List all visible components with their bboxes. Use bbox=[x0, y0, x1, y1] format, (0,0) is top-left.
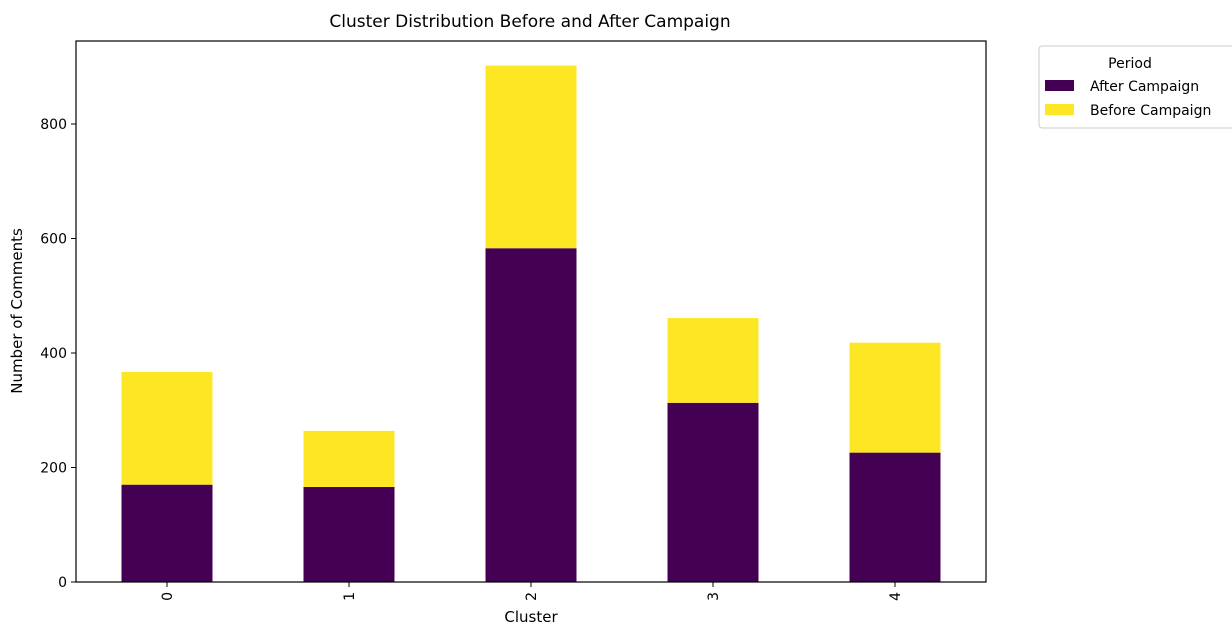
bar-before-cluster-2 bbox=[485, 65, 577, 249]
bar-after-cluster-4 bbox=[849, 452, 941, 582]
legend-frame bbox=[1038, 45, 1232, 129]
y-axis: 0 200 400 600 800 bbox=[40, 117, 76, 591]
bar-before-cluster-4 bbox=[849, 342, 941, 453]
bar-before-cluster-1 bbox=[303, 430, 395, 487]
x-tick-label: 0 bbox=[160, 592, 176, 601]
bar-after-cluster-2 bbox=[485, 248, 577, 583]
legend-label-after: After Campaign bbox=[1090, 79, 1199, 95]
x-tick-label: 1 bbox=[342, 592, 358, 601]
chart-title: Cluster Distribution Before and After Ca… bbox=[329, 12, 730, 32]
legend-swatch-after bbox=[1045, 80, 1074, 91]
x-axis-label: Cluster bbox=[504, 608, 558, 623]
y-axis-label: Number of Comments bbox=[8, 228, 26, 394]
bar-before-cluster-3 bbox=[667, 318, 759, 403]
legend-title: Period bbox=[1108, 56, 1152, 72]
bar-after-cluster-3 bbox=[667, 402, 759, 582]
legend: Period After Campaign Before Campaign bbox=[1038, 45, 1232, 129]
bar-before-cluster-0 bbox=[121, 371, 213, 485]
plot-frame bbox=[75, 40, 987, 583]
x-tick-label: 2 bbox=[524, 592, 540, 601]
x-tick-label: 4 bbox=[888, 592, 904, 601]
y-tick-label: 200 bbox=[40, 461, 67, 477]
bars-group bbox=[121, 65, 941, 583]
bar-after-cluster-1 bbox=[303, 486, 395, 582]
x-tick-label: 3 bbox=[706, 592, 722, 601]
bar-after-cluster-0 bbox=[121, 484, 213, 582]
legend-label-before: Before Campaign bbox=[1090, 103, 1211, 119]
y-tick-label: 600 bbox=[40, 232, 67, 248]
x-axis: 0 1 2 3 4 bbox=[160, 582, 904, 601]
y-tick-label: 800 bbox=[40, 117, 67, 133]
y-tick-label: 400 bbox=[40, 346, 67, 362]
y-tick-label: 0 bbox=[58, 575, 67, 591]
legend-swatch-before bbox=[1045, 104, 1074, 115]
